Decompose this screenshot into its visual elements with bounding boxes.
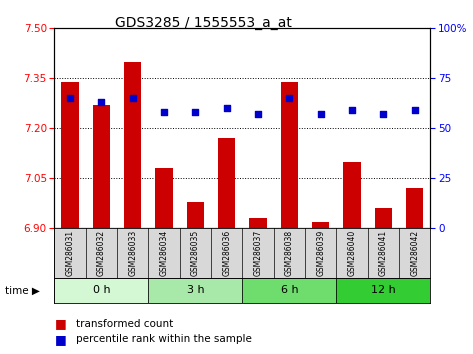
Point — [223, 105, 230, 111]
Text: GSM286041: GSM286041 — [379, 230, 388, 276]
Bar — [156, 169, 173, 228]
Point — [254, 112, 262, 117]
Bar — [149, 278, 243, 303]
Point — [348, 108, 356, 113]
Text: GSM286039: GSM286039 — [316, 230, 325, 276]
Text: GDS3285 / 1555553_a_at: GDS3285 / 1555553_a_at — [115, 16, 292, 30]
Text: ■: ■ — [54, 333, 66, 346]
Bar — [61, 82, 79, 228]
Point — [286, 96, 293, 101]
Text: GSM286033: GSM286033 — [128, 230, 137, 276]
Text: ■: ■ — [54, 318, 66, 330]
Bar — [406, 188, 423, 228]
Bar — [218, 138, 236, 228]
Point — [380, 112, 387, 117]
Point — [160, 109, 168, 115]
Text: time ▶: time ▶ — [5, 286, 40, 296]
Text: GSM286032: GSM286032 — [97, 230, 106, 276]
Bar — [93, 105, 110, 228]
Text: percentile rank within the sample: percentile rank within the sample — [76, 334, 252, 344]
Bar — [124, 62, 141, 228]
Text: GSM286042: GSM286042 — [410, 230, 419, 276]
Text: transformed count: transformed count — [76, 319, 173, 329]
Point — [129, 96, 137, 101]
Bar — [336, 278, 430, 303]
Text: 12 h: 12 h — [371, 285, 396, 295]
Bar — [312, 222, 329, 228]
Bar — [343, 162, 361, 228]
Point — [66, 96, 74, 101]
Text: GSM286037: GSM286037 — [254, 230, 263, 276]
Text: GSM286035: GSM286035 — [191, 230, 200, 276]
Text: GSM286040: GSM286040 — [348, 230, 357, 276]
Bar — [243, 278, 336, 303]
Bar — [54, 278, 149, 303]
Text: GSM286038: GSM286038 — [285, 230, 294, 276]
Text: 6 h: 6 h — [280, 285, 298, 295]
Point — [97, 99, 105, 105]
Text: GSM286036: GSM286036 — [222, 230, 231, 276]
Text: GSM286034: GSM286034 — [159, 230, 168, 276]
Text: 0 h: 0 h — [93, 285, 110, 295]
Text: GSM286031: GSM286031 — [66, 230, 75, 276]
Point — [317, 112, 324, 117]
Point — [411, 108, 419, 113]
Point — [192, 109, 199, 115]
Bar — [187, 202, 204, 228]
Bar — [249, 218, 267, 228]
Bar — [375, 209, 392, 228]
Bar — [281, 82, 298, 228]
Text: 3 h: 3 h — [186, 285, 204, 295]
